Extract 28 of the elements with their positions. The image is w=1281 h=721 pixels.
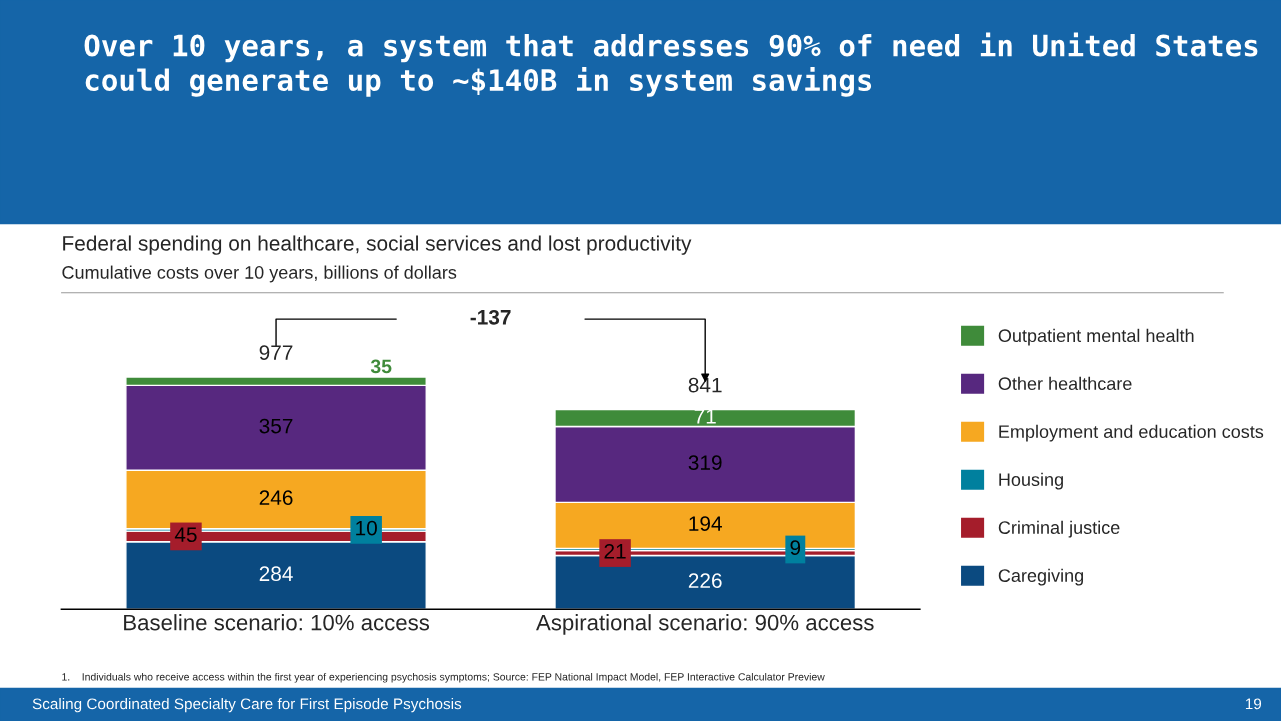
data-label: 357 bbox=[259, 418, 293, 434]
data-label: 21 bbox=[604, 543, 626, 559]
text: 19 bbox=[1245, 698, 1262, 710]
data-label: 10 bbox=[356, 520, 377, 536]
text: 1. Individuals who receive access within the first year of experiencing psychosis symptoms; Source: FEP National Impact Model, FEP Interactive Calculator Preview bbox=[62, 672, 825, 683]
x-tick-label: Baseline scenario: 10% access bbox=[124, 614, 430, 631]
legend-label: Housing bbox=[999, 472, 1063, 490]
legend-label: Outpatient mental health bbox=[998, 328, 1194, 346]
total-label: 977 bbox=[259, 345, 293, 360]
data-label: 35 bbox=[370, 359, 392, 374]
legend-label: Employment and education costs bbox=[999, 424, 1264, 442]
data-label: 284 bbox=[259, 566, 293, 582]
legend-label: Caregiving bbox=[998, 568, 1084, 586]
data-label: 246 bbox=[259, 490, 293, 506]
chart-title: Over 10 years, a system that addresses 90% of need in United States could generate up to ~$140B in system savings bbox=[84, 32, 1258, 97]
total-label: 841 bbox=[688, 377, 722, 393]
chart-subtitle: Federal spending on healthcare, social services and lost productivity bbox=[63, 235, 692, 255]
text: -137 bbox=[470, 309, 511, 325]
data-label: 45 bbox=[174, 527, 197, 543]
legend-label: Other healthcare bbox=[998, 376, 1132, 391]
data-label: 194 bbox=[689, 516, 722, 531]
data-label: 226 bbox=[688, 573, 722, 588]
data-label: 9 bbox=[790, 540, 801, 556]
data-label: 319 bbox=[688, 455, 722, 471]
text: Cumulative costs over 10 years, billions of dollars bbox=[62, 265, 457, 283]
legend-label: Criminal justice bbox=[998, 520, 1120, 538]
text: Scaling Coordinated Specialty Care for First Episode Psychosis bbox=[32, 698, 462, 713]
x-tick-label: Aspirational scenario: 90% access bbox=[536, 614, 874, 635]
